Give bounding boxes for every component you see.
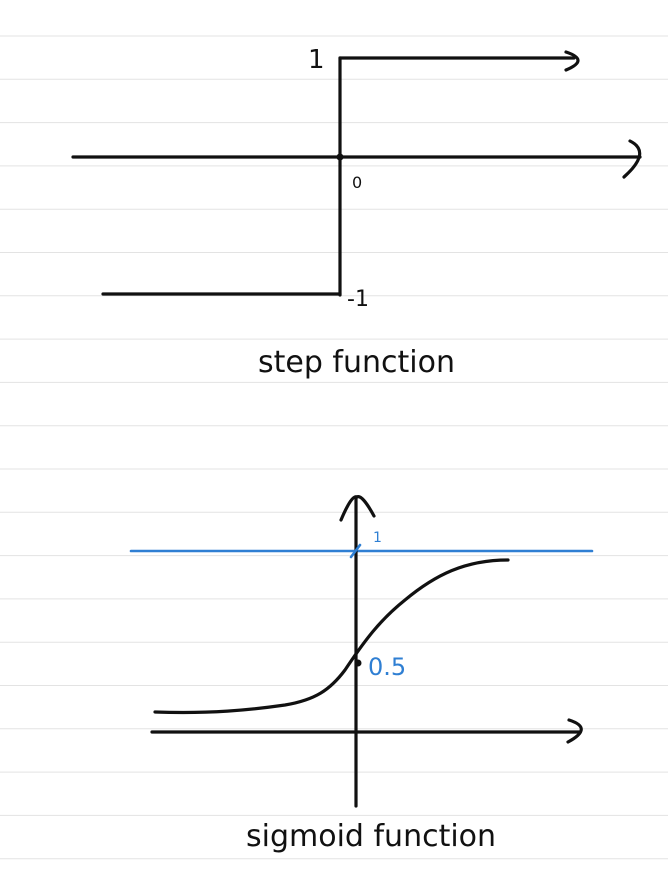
sigmoid-label-mid: 0.5 [368, 653, 406, 681]
ruled-lines [0, 35, 668, 860]
x-axis-arrow-icon [566, 718, 583, 744]
sigmoid-caption: sigmoid function [246, 819, 496, 854]
sigmoid-label-one: 1 [373, 530, 382, 546]
step-label-bottom: -1 [347, 287, 369, 312]
step-label-top: 1 [308, 45, 325, 75]
sigmoid-one-marker [349, 543, 362, 559]
step-function-diagram: 1 0 -1 step function [71, 45, 642, 380]
y-axis-arrow-icon [339, 495, 376, 522]
top-level-arrow-icon [564, 50, 580, 72]
sigmoid-midpoint-dot [354, 659, 362, 667]
step-caption: step function [258, 345, 455, 380]
x-axis-arrow-icon [622, 139, 642, 179]
sigmoid-function-diagram: 1 0.5 sigmoid function [129, 495, 594, 854]
step-origin-dot [336, 153, 344, 161]
step-label-origin: 0 [352, 173, 362, 192]
sigmoid-curve [153, 558, 510, 715]
